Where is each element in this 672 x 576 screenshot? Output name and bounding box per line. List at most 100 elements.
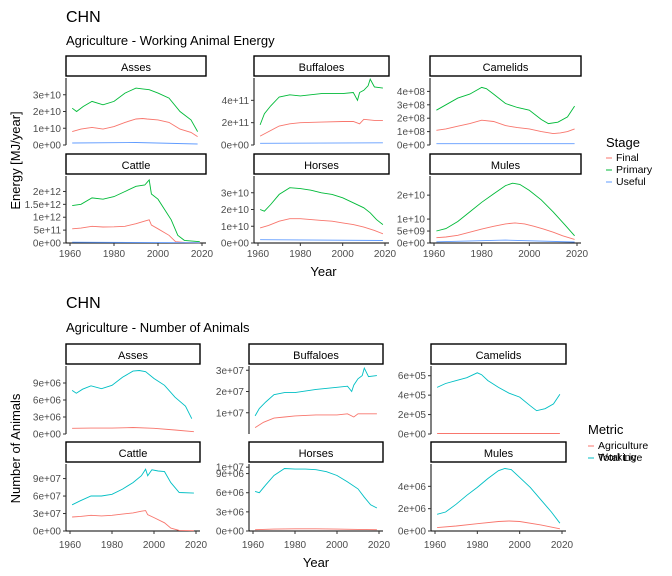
- chart-1-panel-buffaloes-ytick-label: 0e+00: [221, 141, 250, 152]
- chart-2-panel-horses-xtick-label: 1960: [242, 540, 265, 551]
- chart-2-legend-label: Working: [598, 452, 636, 464]
- chart-1-panel-asses-ytick-label: 0e+00: [33, 141, 62, 152]
- chart-2-panel-cattle: Cattle 0e+00 3e+07 6e+07 9e+07 1960 1980 2000 20…: [33, 441, 208, 551]
- chart-1-subtitle: Agriculture - Working Animal Energy: [66, 33, 275, 48]
- chart-2-panel-cattle-ytick-label: 3e+07: [33, 509, 62, 520]
- chart-2-panel-mules-strip-label: Mules: [484, 448, 514, 460]
- chart-1-title: CHN: [66, 9, 101, 26]
- chart-2-x-label: Year: [303, 555, 330, 570]
- chart-2-panel-horses-ytick-label: 9e+06: [216, 469, 245, 480]
- chart-2-panel-asses: Asses 0e+00 3e+06 6e+06 9e+06: [33, 343, 201, 441]
- chart-2-panel-horses-line-agriculture-working: [255, 528, 377, 531]
- chart-1-panel-asses-ytick-label: 1e+10: [33, 124, 62, 135]
- chart-1-panel-camelids-ytick-label: 4e+08: [397, 87, 426, 98]
- chart-1-panel-cattle-ytick-label: 1.5e+12: [25, 200, 62, 211]
- chart-2-panel-horses-line-total-live: [254, 468, 378, 509]
- chart-2-panel-horses-xtick-label: 2000: [326, 540, 349, 551]
- chart-1-panel-buffaloes-line-useful: [260, 142, 383, 144]
- chart-1-y-label: Energy [MJ/year]: [8, 111, 23, 209]
- chart-1-x-label: Year: [310, 264, 337, 279]
- chart-1-panel-cattle: Cattle 0e+00 5e+11 1e+12 1.5e+12 2e+12 1960 198…: [25, 153, 214, 260]
- chart-2-panel-horses-strip-label: Horses: [299, 448, 334, 460]
- chart-1-panel-horses-xtick-label: 1960: [247, 249, 270, 260]
- chart-2-panel-cattle-ytick-label: 0e+00: [33, 527, 62, 538]
- chart-1-panel-asses-line-final: [72, 118, 198, 137]
- chart-1-panel-camelids-ytick-label: 2e+08: [397, 114, 426, 125]
- chart-1-panel-mules-ytick-label: 0e+00: [397, 239, 426, 250]
- chart-2-panel-cattle-xtick-label: 1980: [101, 540, 124, 551]
- chart-2-panel-mules-ytick-label: 0e+00: [398, 527, 427, 538]
- chart-2-panel-cattle-xtick-label: 2000: [143, 540, 166, 551]
- chart-1-panel-asses: Asses 0e+00 1e+10 2e+10 3e+10: [33, 55, 207, 152]
- chart-2-panel-camelids-ytick-label: 2e+05: [398, 410, 427, 421]
- chart-2-panel-buffaloes-line-total-live: [254, 366, 377, 417]
- chart-2-panel-buffaloes-ytick-label: 2e+07: [216, 387, 245, 398]
- chart-1-panel-buffaloes-strip-label: Buffaloes: [299, 62, 345, 74]
- chart-1-panel-cattle-ytick-label: 0e+00: [33, 239, 62, 250]
- chart-1-panel-camelids-line-final: [436, 119, 575, 135]
- chart-1-panel-camelids-strip-label: Camelids: [483, 62, 529, 74]
- chart-2-panel-horses-strip: [248, 441, 384, 463]
- chart-1-panel-cattle-ytick-label: 5e+11: [34, 226, 62, 237]
- chart-1-panel-horses-ytick-label: 3e+10: [221, 188, 250, 199]
- chart-2-panel-horses-xtick-label: 2020: [368, 540, 391, 551]
- chart-1-panel-cattle-strip: [65, 153, 207, 175]
- chart-2-panel-cattle-ytick-label: 9e+07: [33, 474, 62, 485]
- chart-1-panel-cattle-xtick-label: 1960: [59, 249, 82, 260]
- chart-2-panel-horses-ytick-label: 1e+07: [216, 463, 245, 474]
- chart-2-legend-label: Agriculture: [598, 440, 648, 452]
- chart-1-panel-asses-line-primary: [71, 87, 198, 132]
- chart-2-panel-cattle-line-total-live: [71, 468, 194, 506]
- chart-1-panel-horses-ytick-label: 2e+10: [221, 205, 250, 216]
- chart-1-panel-asses-strip: [65, 55, 207, 77]
- chart-1-panel-horses-xtick-label: 2020: [374, 249, 397, 260]
- chart-2-panel-asses-line-total-live: [71, 370, 193, 419]
- chart-1-panel-mules-line-primary: [436, 182, 575, 237]
- chart-2-panel-mules-line-agriculture-working: [437, 520, 560, 530]
- chart-1-panel-mules-xtick-label: 2000: [518, 249, 541, 260]
- chart-1-legend-label: Final: [616, 152, 639, 164]
- chart-1-panel-asses-strip-label: Asses: [121, 62, 151, 74]
- chart-1-panel-cattle-xtick-label: 2000: [147, 249, 170, 260]
- chart-1-panel-horses-ytick-label: 1e+10: [221, 222, 250, 233]
- chart-1-panel-horses-line-primary: [259, 187, 384, 225]
- chart-1-panel-horses-line-final: [259, 218, 384, 235]
- chart-2-panel-horses-ytick-label: 6e+06: [216, 488, 245, 499]
- chart-2-panel-buffaloes-strip: [248, 343, 384, 365]
- chart-1-panel-mules-ytick-label: 5e+09: [397, 227, 426, 238]
- chart-2-panel-buffaloes: Buffaloes 1e+07 2e+07 3e+07: [216, 343, 384, 434]
- chart-1-panel-horses-strip-label: Horses: [304, 160, 339, 172]
- chart-1-panel-camelids-ytick-label: 0e+00: [397, 141, 426, 152]
- chart-2-panel-mules-xtick-label: 2000: [509, 540, 532, 551]
- chart-1-panel-mules-xtick-label: 2020: [566, 249, 589, 260]
- chart-2-panel-mules-xtick-label: 1980: [466, 540, 489, 551]
- chart-1-panel-cattle-xtick-label: 2020: [191, 249, 214, 260]
- chart-1-panel-mules-line-final: [436, 222, 575, 240]
- chart-1-panel-mules-strip-label: Mules: [491, 160, 521, 172]
- chart-1-panel-buffaloes-line-final: [259, 118, 383, 137]
- chart-2-panel-asses-ytick-label: 3e+06: [33, 413, 62, 424]
- chart-1-panel-asses-line-useful: [72, 142, 198, 145]
- chart-1-legend-label: Primary: [616, 164, 653, 176]
- chart-2-panel-buffaloes-strip-label: Buffaloes: [293, 350, 339, 362]
- chart-2-panel-buffaloes-ytick-label: 1e+07: [216, 408, 245, 419]
- chart-1-panel-mules-strip: [429, 153, 582, 175]
- chart-2-panel-mules-line-total-live: [436, 468, 561, 524]
- chart-1-panel-camelids-ytick-label: 3e+08: [397, 100, 426, 111]
- chart-2-panel-cattle-line-agriculture-working: [72, 510, 194, 532]
- chart-2-panel-buffaloes-ytick-label: 3e+07: [216, 366, 245, 377]
- chart-1-panel-buffaloes-strip: [253, 55, 390, 77]
- chart-2-y-label: Number of Animals: [8, 393, 23, 503]
- chart-1-panel-cattle-ytick-label: 2e+12: [33, 187, 62, 198]
- chart-1-panel-horses-line-useful: [260, 239, 383, 241]
- chart-1-panel-cattle-line-useful: [72, 241, 200, 244]
- chart-1-panel-cattle-line-primary: [72, 178, 200, 243]
- chart-2-legend-label: Total Live: [598, 452, 643, 464]
- chart-1-panel-mules-xtick-label: 1980: [471, 249, 494, 260]
- chart-2-panel-asses-line-agriculture-working: [72, 427, 194, 433]
- chart-1-panel-camelids-line-primary: [436, 86, 575, 125]
- chart-1-panel-mules-ytick-label: 2e+10: [397, 191, 426, 202]
- chart-2-panel-camelids-line-total-live: [436, 372, 561, 412]
